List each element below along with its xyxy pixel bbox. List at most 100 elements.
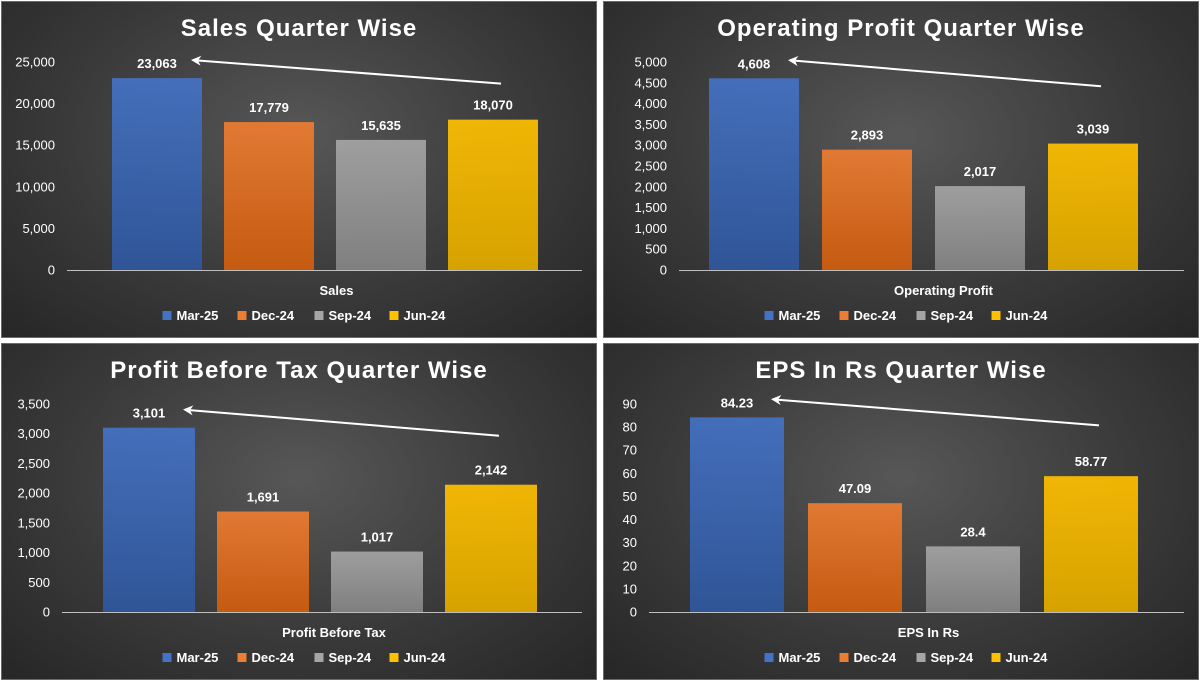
legend-swatch <box>839 653 849 662</box>
y-tick-label: 2,000 <box>17 486 50 501</box>
legend-swatch <box>237 311 247 320</box>
bar-dec-24 <box>224 122 314 270</box>
legend-label: Sep-24 <box>931 650 974 665</box>
legend-label: Mar-25 <box>779 308 821 323</box>
data-label: 2,142 <box>475 463 508 478</box>
data-label: 2,017 <box>964 164 997 179</box>
data-label: 3,101 <box>133 406 166 421</box>
y-tick-label: 0 <box>660 263 667 278</box>
eps-chart-panel: EPS In Rs Quarter Wise 0 10 20 30 40 50 60 70 80 9… <box>603 343 1199 680</box>
legend-label: Dec-24 <box>252 650 295 665</box>
y-tick-label: 2,000 <box>634 179 667 194</box>
legend-swatch <box>916 311 926 320</box>
y-tick-label: 1,500 <box>634 200 667 215</box>
x-axis-label: EPS In Rs <box>898 625 959 640</box>
legend-item-sep-24: Sep-24 <box>916 308 974 323</box>
legend-swatch <box>389 653 399 662</box>
y-tick-label: 10,000 <box>15 179 55 194</box>
y-tick-label: 40 <box>623 512 637 527</box>
trend-arrow <box>788 55 1102 88</box>
y-tick-label: 3,000 <box>634 138 667 153</box>
legend-swatch <box>389 311 399 320</box>
legend-swatch <box>991 653 1001 662</box>
chart-title: Sales Quarter Wise <box>181 15 418 42</box>
bar-dec-24 <box>822 149 912 270</box>
y-tick-label: 1,000 <box>17 545 50 560</box>
chart-svg: Sales Quarter Wise 0 5,000 10,000 15,000 20,0… <box>15 15 582 323</box>
bar-sep-24 <box>926 546 1020 612</box>
legend-swatch <box>916 653 926 662</box>
bar-sep-24 <box>331 551 423 612</box>
legend-swatch <box>314 653 324 662</box>
data-label: 18,070 <box>473 98 513 113</box>
legend-swatch <box>991 311 1001 320</box>
legend-item-jun-24: Jun-24 <box>991 650 1048 665</box>
y-tick-label: 15,000 <box>15 138 55 153</box>
legend-item-jun-24: Jun-24 <box>991 308 1049 323</box>
trend-arrow <box>191 55 502 85</box>
bar-mar-25 <box>709 78 799 271</box>
legend-label: Sep-24 <box>329 308 372 323</box>
bar-sep-24 <box>336 139 426 270</box>
legend-item-sep-24: Sep-24 <box>314 308 372 323</box>
legend-swatch <box>764 311 774 320</box>
chart-title: EPS In Rs Quarter Wise <box>755 357 1046 384</box>
chart-title: Profit Before Tax Quarter Wise <box>110 357 487 384</box>
y-tick-label: 5,000 <box>634 55 667 70</box>
legend-item-sep-24: Sep-24 <box>314 650 372 665</box>
legend-item-mar-25: Mar-25 <box>764 650 821 665</box>
data-label: 1,691 <box>247 490 280 505</box>
legend-swatch <box>314 311 324 320</box>
y-tick-label: 70 <box>623 443 637 458</box>
y-tick-label: 0 <box>43 605 50 620</box>
y-tick-label: 80 <box>623 420 637 435</box>
y-tick-label: 20 <box>623 558 637 573</box>
y-tick-label: 0 <box>48 263 55 278</box>
data-label: 28.4 <box>960 524 986 539</box>
y-tick-label: 0 <box>630 605 637 620</box>
y-tick-label: 1,000 <box>634 221 667 236</box>
legend-label: Sep-24 <box>931 308 974 323</box>
chart-svg: EPS In Rs Quarter Wise 0 10 20 30 40 50 60 70 80 9… <box>623 357 1184 665</box>
y-tick-label: 500 <box>28 575 50 590</box>
y-tick-label: 90 <box>623 397 637 412</box>
data-label: 84.23 <box>721 395 754 410</box>
legend-swatch <box>162 653 172 662</box>
data-label: 58.77 <box>1075 454 1108 469</box>
bar-jun-24 <box>1048 143 1138 270</box>
legend-swatch <box>162 311 172 320</box>
legend-swatch <box>237 653 247 662</box>
sales-chart-panel: Sales Quarter Wise 0 5,000 10,000 15,000 20,0… <box>1 1 597 338</box>
data-label: 47.09 <box>839 481 872 496</box>
legend-label: Mar-25 <box>177 308 219 323</box>
bar-mar-25 <box>112 78 202 270</box>
y-tick-label: 10 <box>623 581 637 596</box>
bar-sep-24 <box>935 186 1025 270</box>
legend-label: Mar-25 <box>177 650 219 665</box>
bar-jun-24 <box>445 484 537 612</box>
data-label: 15,635 <box>361 118 401 133</box>
legend-label: Jun-24 <box>404 308 447 323</box>
legend-label: Mar-25 <box>779 650 821 665</box>
legend-label: Jun-24 <box>1006 308 1049 323</box>
y-tick-label: 5,000 <box>22 221 55 236</box>
chart-svg: Profit Before Tax Quarter Wise 0 500 1,000 1… <box>17 357 582 665</box>
legend-label: Jun-24 <box>404 650 447 665</box>
data-label: 17,779 <box>249 100 289 115</box>
legend-label: Dec-24 <box>854 650 897 665</box>
bar-dec-24 <box>217 511 309 612</box>
y-tick-label: 50 <box>623 489 637 504</box>
data-label: 4,608 <box>738 56 771 71</box>
y-tick-label: 3,500 <box>634 117 667 132</box>
bar-jun-24 <box>1044 476 1138 612</box>
legend-label: Sep-24 <box>329 650 372 665</box>
y-tick-label: 3,500 <box>17 397 50 412</box>
trend-arrow <box>183 405 500 437</box>
y-tick-label: 20,000 <box>15 96 55 111</box>
legend-item-dec-24: Dec-24 <box>839 650 897 665</box>
y-tick-label: 60 <box>623 466 637 481</box>
legend-item-dec-24: Dec-24 <box>237 650 295 665</box>
legend-item-sep-24: Sep-24 <box>916 650 974 665</box>
legend-swatch <box>764 653 774 662</box>
